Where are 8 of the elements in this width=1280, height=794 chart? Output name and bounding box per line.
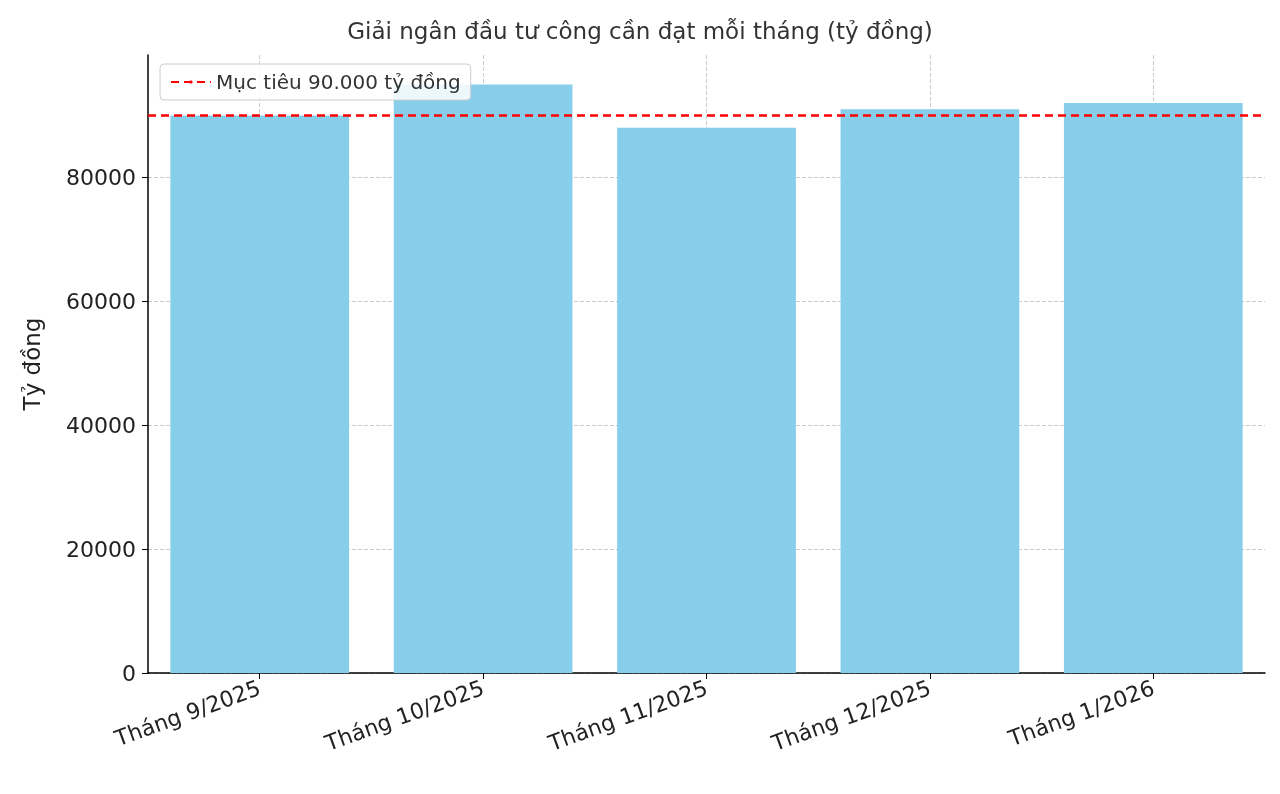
y-tick-label: 60000 <box>66 288 136 314</box>
legend-label: Mục tiêu 90.000 tỷ đồng <box>216 70 461 94</box>
chart-title: Giải ngân đầu tư công cần đạt mỗi tháng (tỷ đồng) <box>347 16 933 44</box>
y-tick-label: 20000 <box>66 536 136 562</box>
y-axis-title: Tỷ đồng <box>18 317 45 412</box>
y-tick-label: 40000 <box>66 412 136 438</box>
y-tick-label: 0 <box>122 660 136 686</box>
y-tick-label: 80000 <box>66 164 136 190</box>
